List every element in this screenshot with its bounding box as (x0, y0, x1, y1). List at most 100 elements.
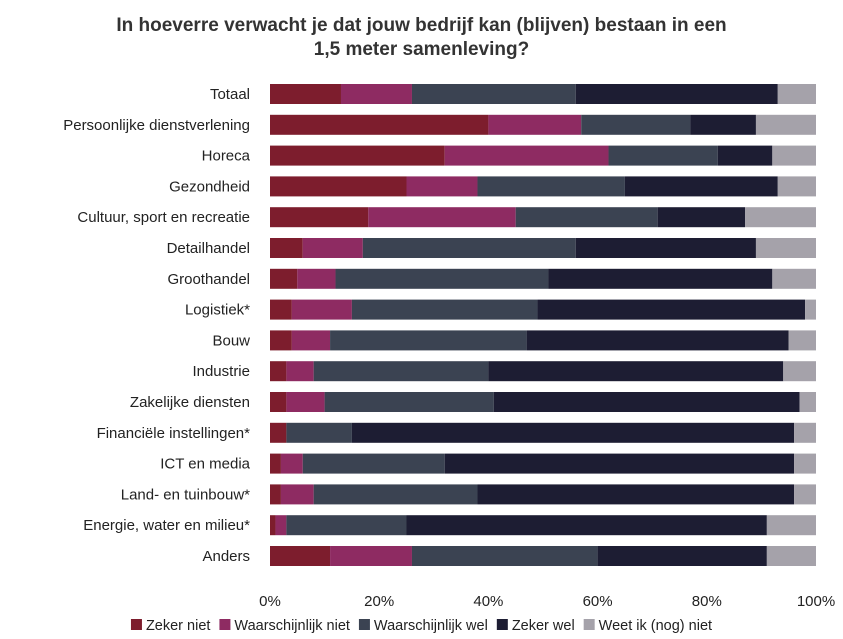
bar-segment (302, 453, 445, 474)
bar-segment (766, 515, 816, 536)
bar-segment (351, 422, 795, 443)
bar-segment (608, 145, 718, 166)
bar-segment (368, 207, 516, 228)
bar-segment (340, 84, 412, 104)
bar-segment (717, 145, 773, 166)
bar-segment (270, 238, 303, 258)
bar-segment (286, 392, 325, 412)
bar-segment (799, 392, 816, 412)
bar-segment (286, 361, 314, 382)
category-label: Detailhandel (167, 240, 250, 257)
bar-segment (270, 145, 445, 166)
bar-segment (270, 84, 341, 104)
bar-segment (291, 330, 331, 351)
bar-segment (444, 145, 609, 166)
bar-segment (777, 176, 816, 197)
bar-segment (493, 392, 800, 412)
bar-segment (794, 422, 816, 443)
category-label: Zakelijke diensten (130, 394, 250, 411)
bar-segment (351, 299, 538, 320)
bar-segment (477, 176, 625, 197)
category-label: Energie, water en milieu* (83, 517, 250, 534)
bar-segment (270, 392, 287, 412)
category-label: ICT en media (160, 456, 250, 473)
x-tick-label: 60% (583, 593, 613, 610)
bar-segment (772, 268, 816, 289)
bar-segment (270, 330, 292, 351)
bar-segment (280, 484, 314, 505)
chart-title-line-1: In hoeverre verwacht je dat jouw bedrijf… (116, 15, 727, 36)
bar-segment (270, 114, 489, 135)
bar-segment (537, 299, 806, 320)
bar-segment (270, 268, 298, 289)
bar-segment (794, 453, 816, 474)
bar-segment (406, 176, 478, 197)
category-label: Logistiek* (185, 302, 250, 319)
bar-segment (270, 176, 407, 197)
bar-segment (335, 268, 549, 289)
bar-segment (755, 238, 816, 258)
category-label: Totaal (210, 86, 250, 103)
bar-segment (755, 114, 816, 135)
legend-swatch (496, 619, 508, 630)
bar-segment (575, 238, 756, 258)
bar-segment (291, 299, 352, 320)
category-label: Persoonlijke dienstverlening (63, 117, 250, 134)
bar-segment (324, 392, 494, 412)
bar-segment (270, 299, 292, 320)
bar-segment (488, 114, 582, 135)
bar-segment (548, 268, 773, 289)
bar-segment (270, 484, 281, 505)
category-label: Land- en tuinbouw* (121, 486, 250, 503)
x-tick-label: 80% (692, 593, 722, 610)
bar-segment (330, 330, 527, 351)
bar-segment (575, 84, 778, 104)
bar-segment (794, 484, 816, 505)
bar-segment (362, 238, 576, 258)
category-label: Anders (202, 548, 250, 565)
legend-label: Waarschijnlijk wel (374, 618, 488, 634)
bar-segment (657, 207, 746, 228)
bar-segment (313, 484, 478, 505)
legend-label: Zeker wel (512, 618, 575, 634)
category-label: Industrie (192, 363, 250, 380)
category-label: Cultuur, sport en recreatie (77, 209, 250, 226)
bar-segment (270, 422, 287, 443)
bar-segment (526, 330, 789, 351)
bar-segment (597, 546, 767, 566)
chart-title-line-2: 1,5 meter samenleving? (313, 39, 530, 60)
x-tick-label: 20% (364, 593, 394, 610)
legend-swatch (583, 619, 595, 630)
category-label: Groothandel (167, 271, 250, 288)
bar-segment (411, 84, 576, 104)
bar-segment (766, 546, 816, 566)
category-label: Bouw (212, 332, 250, 349)
bar-segment (477, 484, 795, 505)
legend-label: Weet ik (nog) niet (599, 618, 712, 634)
bar-segment (286, 515, 407, 536)
legend-swatch (130, 619, 142, 630)
bar-segment (411, 546, 598, 566)
bar-segment (406, 515, 767, 536)
legend-label: Waarschijnlijk niet (234, 618, 350, 634)
legend-label: Zeker niet (146, 618, 210, 634)
bar-segment (275, 515, 287, 536)
x-tick-label: 40% (473, 593, 503, 610)
bar-segment (515, 207, 658, 228)
bar-segment (297, 268, 336, 289)
bar-segment (488, 361, 784, 382)
legend-swatch (358, 619, 370, 630)
bar-segment (581, 114, 691, 135)
bar-segment (330, 546, 412, 566)
bar-segment (313, 361, 489, 382)
bar-segment (788, 330, 816, 351)
bar-segment (270, 207, 369, 228)
bar-segment (745, 207, 816, 228)
x-tick-label: 0% (259, 593, 281, 610)
bar-segment (777, 84, 816, 104)
bar-segment (270, 361, 287, 382)
category-label: Gezondheid (169, 178, 250, 195)
bar-segment (783, 361, 816, 382)
